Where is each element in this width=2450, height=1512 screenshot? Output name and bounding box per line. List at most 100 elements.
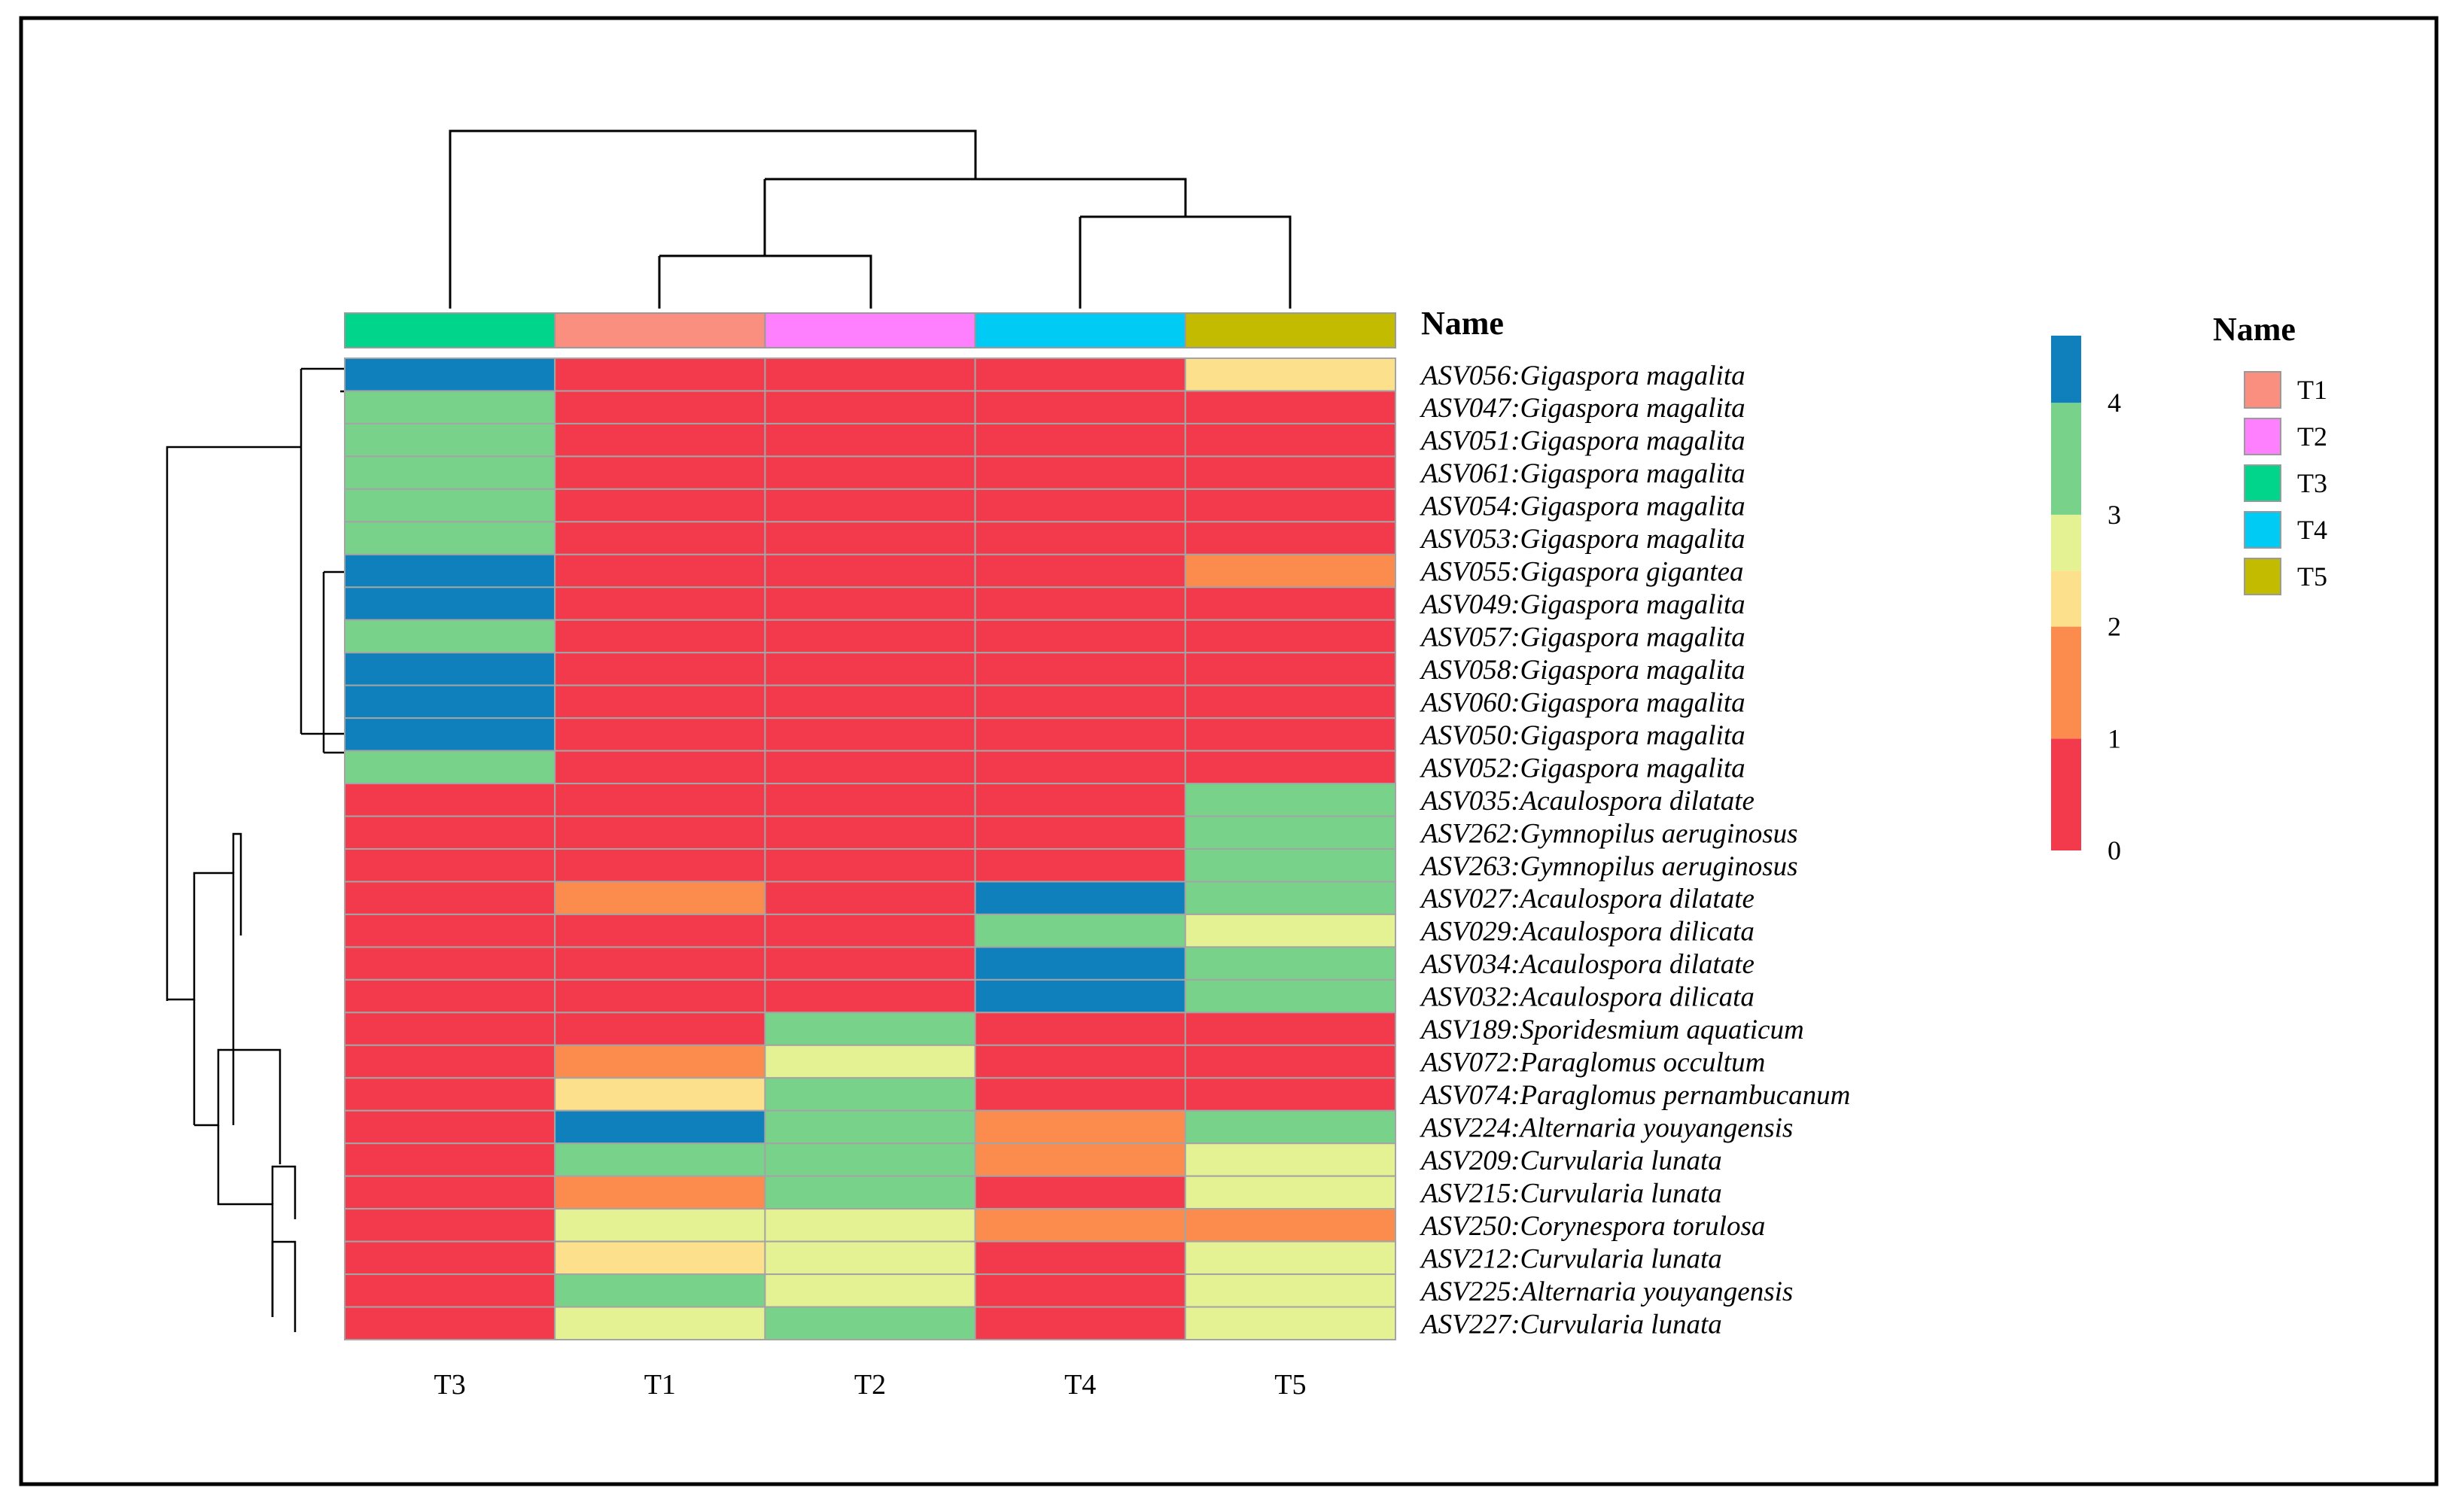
heatmap-cell [344,652,556,686]
heatmap-cell [764,1208,976,1243]
heatmap-cell [1184,455,1397,490]
row-label: ASV057:Gigaspora magalita [1419,622,1745,653]
heatmap-cell [1184,619,1397,654]
heatmap-cell [974,1306,1186,1340]
heatmap-cell [974,357,1186,392]
row-label: ASV215:Curvularia lunata [1419,1178,1722,1209]
legend-label-T3: T3 [2297,468,2327,498]
row-label: ASV035:Acaulospora dilatate [1419,786,1755,817]
heatmap-cell [1184,750,1397,785]
heatmap-cell [554,717,766,752]
heatmap-cell [974,946,1186,981]
heatmap-cell [1184,1175,1397,1210]
heatmap-cell [764,586,976,621]
annotation-cell-T3 [344,312,556,348]
heatmap-cell [764,848,976,883]
row-label: ASV027:Acaulospora dilatate [1419,884,1755,914]
row-label: ASV054:Gigaspora magalita [1419,491,1745,522]
heatmap-cell [764,881,976,915]
column-label-T4: T4 [1064,1369,1096,1401]
heatmap-cell [1184,422,1397,458]
heatmap-cell [1184,1208,1397,1243]
heatmap-cell [344,848,556,883]
heatmap-cell [764,684,976,719]
heatmap-cell [974,848,1186,883]
heatmap-cell [1184,586,1397,621]
heatmap-cell [344,1208,556,1243]
heatmap-cell [1184,488,1397,523]
heatmap-cell [344,946,556,981]
heatmap-cell [344,357,556,392]
heatmap-cell [1184,913,1397,948]
heatmap-cell [974,1012,1186,1046]
heatmap-cell [554,1273,766,1308]
heatmap-cell [1184,1109,1397,1145]
heatmap-cell [974,684,1186,719]
row-label: ASV060:Gigaspora magalita [1419,687,1745,718]
heatmap-cell [344,1077,556,1112]
legend-label-T4: T4 [2297,515,2327,545]
heatmap-cell [1184,717,1397,752]
heatmap-cell [974,652,1186,686]
heatmap-cell [764,1142,976,1177]
heatmap-cell [764,1012,976,1046]
row-label: ASV049:Gigaspora magalita [1419,589,1745,620]
column-label-T2: T2 [854,1369,886,1401]
heatmap-cell [554,913,766,948]
heatmap-cell [764,1077,976,1112]
legend-swatch-T3 [2244,464,2281,502]
heatmap-cell [764,717,976,752]
heatmap-cell [1184,553,1397,589]
color-scale-tick: 2 [2108,612,2121,642]
heatmap-cell [344,1306,556,1340]
heatmap-cell [344,1012,556,1046]
column-dendrogram [449,129,1292,309]
heatmap-cell [554,357,766,392]
row-label: ASV029:Acaulospora dilicata [1419,917,1755,948]
heatmap-cell [1184,390,1397,424]
row-label: ASV250:Corynespora torulosa [1419,1211,1765,1242]
heatmap-cell [344,1175,556,1210]
heatmap-cell [344,684,556,719]
heatmap-cell [1184,357,1397,392]
legend-swatch-T2 [2244,418,2281,455]
heatmap-cell [554,652,766,686]
group-legend: Name T1 T2 T3 T4 T5 [2213,311,2327,595]
heatmap-cell [764,422,976,458]
heatmap-cell [554,1240,766,1276]
heatmap-cell [1184,815,1397,850]
heatmap-cell [974,1273,1186,1308]
heatmap-cell [344,586,556,621]
heatmap-cell [344,717,556,752]
heatmap-cell [344,815,556,850]
heatmap-cell [764,913,976,948]
row-label: ASV074:Paraglomus pernambucanum [1419,1080,1850,1111]
color-scale-segment [2051,336,2081,403]
heatmap-cell [764,390,976,424]
heatmap-cell [974,1142,1186,1177]
heatmap-cell [554,946,766,981]
row-label: ASV034:Acaulospora dilatate [1419,949,1755,980]
row-label: ASV189:Sporidesmium aquaticum [1419,1015,1804,1045]
heatmap-cell [1184,881,1397,915]
legend-swatch-T1 [2244,371,2281,409]
heatmap-cell [764,1273,976,1308]
heatmap-cell [344,913,556,948]
heatmap-cell [974,1077,1186,1112]
heatmap-cell [344,553,556,589]
heatmap-cell [764,357,976,392]
heatmap-cell [1184,521,1397,555]
legend-label-T5: T5 [2297,561,2327,592]
heatmap-cell [974,978,1186,1014]
heatmap-cell [344,619,556,654]
heatmap-cell [554,1077,766,1112]
heatmap-cell [764,619,976,654]
row-dendrogram [166,367,348,1332]
heatmap-cell [764,978,976,1014]
heatmap-cell [344,750,556,785]
heatmap-cell [974,619,1186,654]
heatmap-cell [554,1109,766,1145]
heatmap-cell [554,586,766,621]
heatmap-cell [1184,1273,1397,1308]
heatmap-cell [764,1109,976,1145]
